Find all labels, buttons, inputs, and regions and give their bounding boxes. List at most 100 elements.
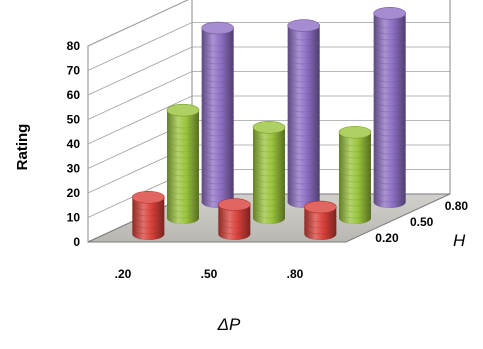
bar-band (287, 189, 320, 197)
bar-top (132, 190, 165, 204)
bar-band (201, 195, 234, 203)
bar-band (287, 39, 320, 47)
bar-band (166, 139, 200, 147)
bar-band (287, 141, 320, 149)
bar-band (287, 195, 320, 203)
bar-band (166, 187, 200, 195)
bar-band (373, 45, 406, 53)
bar-band (287, 165, 320, 173)
bar-band (373, 135, 406, 143)
bar-top (338, 125, 372, 139)
bar-band (287, 147, 320, 155)
bar-band (166, 193, 200, 201)
bar-band (338, 205, 372, 213)
bar-band (373, 81, 406, 89)
bar-band (287, 153, 320, 161)
bar-band (132, 215, 165, 223)
bar-band (201, 117, 234, 125)
bar-band (201, 147, 234, 155)
bar-band (132, 221, 165, 229)
bar-band (338, 193, 372, 201)
bar-band (201, 63, 234, 71)
bar-band (201, 99, 234, 107)
bar-band (166, 133, 200, 141)
bar-band (287, 33, 320, 41)
bar-band (287, 111, 320, 119)
bar-band (166, 151, 200, 159)
bar-band (287, 63, 320, 71)
bar-band (201, 135, 234, 143)
bar-band (373, 63, 406, 71)
bar-band (201, 51, 234, 59)
bar-band (287, 177, 320, 185)
bar-band (373, 117, 406, 125)
bar-band (338, 199, 372, 207)
bar-band (201, 171, 234, 179)
bar-band (201, 177, 234, 185)
y-tick-label: 30 (67, 162, 81, 176)
bar-body (373, 13, 406, 208)
bar-top (373, 7, 406, 20)
bar-band (373, 129, 406, 137)
bar-band (373, 111, 406, 119)
bar-band (287, 51, 320, 59)
bar-cylinder (201, 21, 234, 208)
gridline (87, 46, 450, 96)
bar-band (373, 87, 406, 95)
bar-body (132, 197, 165, 240)
bar-band (252, 145, 286, 153)
bar-band (166, 169, 200, 177)
bar-band (287, 159, 320, 167)
bar-band (373, 153, 406, 161)
bar-body (339, 132, 371, 224)
bar-band (218, 227, 251, 235)
bar-band (287, 135, 320, 143)
bar-band (373, 93, 406, 101)
bar-band (373, 171, 406, 179)
bar-band (252, 163, 286, 171)
bar-band (304, 215, 337, 223)
bar-band (373, 159, 406, 167)
depth-tick-label: 0.20 (375, 231, 399, 245)
bar-cylinder (338, 125, 372, 224)
bar-band (201, 45, 234, 53)
bar-cylinder (218, 198, 251, 240)
bar-band (373, 147, 406, 155)
bar-band (252, 181, 286, 189)
bar-band (201, 75, 234, 83)
y-axis-label: Rating (14, 124, 31, 171)
bar-band (201, 57, 234, 65)
bar-band (201, 129, 234, 137)
bar-band (338, 139, 372, 147)
bar-band (373, 99, 406, 107)
bar-body (304, 207, 337, 240)
bar-body (167, 110, 199, 224)
bar-band (201, 189, 234, 197)
bar-band (287, 69, 320, 77)
bar-band (201, 165, 234, 173)
bar-cylinder (132, 190, 165, 240)
bar-band (252, 169, 286, 177)
bar-band (252, 151, 286, 159)
gridline (87, 0, 189, 47)
bar-band (373, 105, 406, 113)
bar-band (287, 123, 320, 131)
bar-cylinder (373, 7, 406, 208)
bar-band (166, 145, 200, 153)
x-axis-label: ΔP (217, 315, 241, 334)
y-tick-label: 50 (67, 113, 81, 127)
bar-band (252, 211, 286, 219)
bar-cylinder (304, 200, 337, 240)
bar-band (287, 105, 320, 113)
bar-band (373, 123, 406, 131)
bar-top (201, 21, 234, 35)
bar-band (373, 21, 406, 29)
bar-band (166, 163, 200, 171)
bar-band (338, 145, 372, 153)
x-tick-label: .20 (115, 267, 132, 281)
bar-band (201, 93, 234, 101)
bar-band (166, 205, 200, 213)
y-tick-label: 10 (67, 211, 81, 225)
